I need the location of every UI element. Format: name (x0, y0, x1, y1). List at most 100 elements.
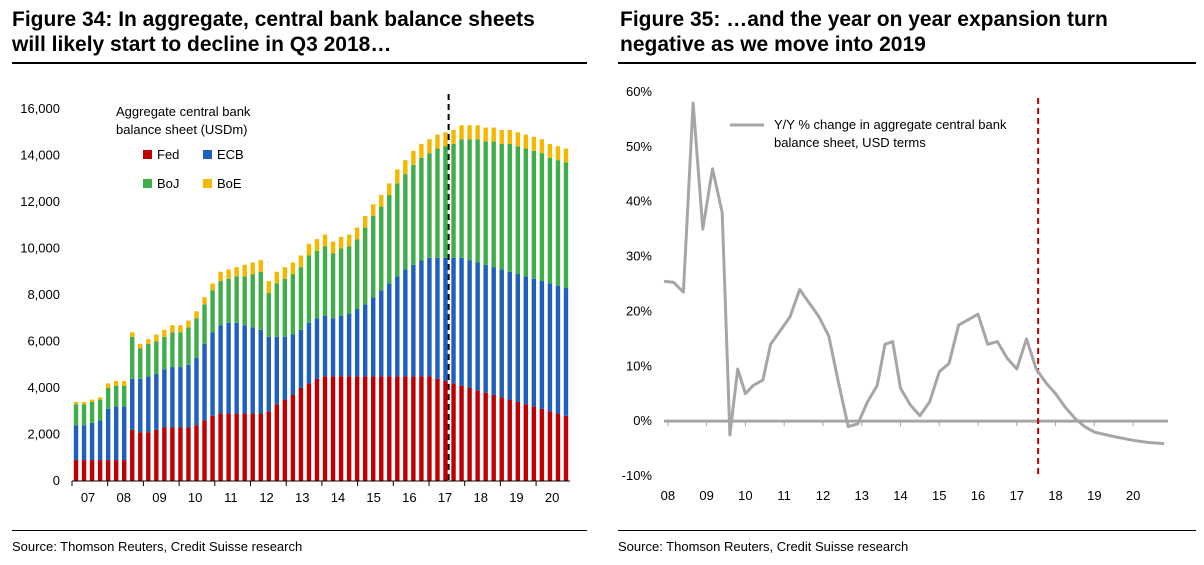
bar-segment (89, 422, 95, 461)
bar-segment (306, 383, 312, 481)
bar-segment (483, 127, 488, 142)
bar-segment (507, 143, 512, 272)
bar-segment (467, 125, 472, 140)
bar-segment (202, 304, 207, 344)
bar-segment (89, 401, 95, 423)
bar-segment (138, 432, 143, 481)
bar-segment (531, 278, 537, 407)
bar-segment (371, 204, 376, 216)
legend-swatch (203, 179, 212, 188)
bar-segment (491, 141, 496, 268)
bar-segment (459, 139, 464, 258)
figure-35-title-line2: negative as we move into 2019 (620, 33, 926, 56)
bar-segment (89, 399, 95, 402)
bar-segment (105, 383, 111, 388)
bar-segment (298, 255, 304, 268)
y-tick-label: 14,000 (20, 148, 60, 163)
bar-segment (282, 336, 288, 400)
y-tick-label: 50% (626, 139, 652, 154)
bar-segment (459, 125, 464, 140)
bar-segment (234, 322, 239, 414)
bar-segment (475, 390, 480, 481)
bar-segment (555, 146, 561, 161)
bar-segment (354, 308, 360, 377)
bar-segment (547, 411, 553, 481)
bar-segment (186, 364, 191, 428)
figure-34-chart: 0 2,000 4,000 6,000 8,000 10,000 12,000 14,000 1… (20, 94, 570, 505)
bar-segment (346, 376, 352, 481)
bar-segment (483, 141, 488, 265)
bar-segment (499, 143, 504, 270)
bar-segment (178, 332, 183, 368)
bar-segment (547, 283, 553, 412)
bar-segment (73, 425, 79, 461)
legend-label: Fed (157, 147, 179, 162)
bar-segment (427, 153, 432, 258)
bar-segment (499, 397, 504, 481)
bar-segment (242, 413, 247, 481)
bar-segment (146, 432, 151, 481)
figure-35-title-line1: Figure 35: …and the year on year expansi… (620, 8, 1108, 31)
bar-segment (387, 376, 392, 481)
bar-segment (515, 401, 520, 481)
bar-segment (250, 274, 255, 328)
x-tick-label: 15 (932, 488, 946, 503)
bar-segment (515, 146, 520, 275)
bar-segment (218, 325, 223, 414)
bar-segment (330, 241, 336, 254)
bar-segment (226, 269, 231, 279)
bar-segment (266, 281, 271, 293)
bar-segment (395, 183, 400, 277)
bar-segment (379, 195, 384, 207)
legend-label: balance sheet, USD terms (774, 135, 926, 150)
bar-segment (555, 285, 561, 414)
bar-segment (282, 278, 288, 337)
bar-segment (483, 392, 488, 481)
y-tick-label: 0% (633, 413, 652, 428)
y-tick-label: 12,000 (20, 194, 60, 209)
bar-segment (194, 357, 199, 426)
bar-segment (258, 329, 263, 414)
x-tick-label: 09 (699, 488, 713, 503)
figure-34-title-rule (12, 62, 587, 64)
bar-segment (170, 332, 175, 368)
bar-segment (138, 348, 143, 379)
bar-segment (226, 278, 231, 323)
bar-segment (435, 378, 440, 481)
bar-segment (523, 404, 529, 481)
bar-segment (266, 411, 271, 481)
bar-segment (210, 332, 215, 416)
bar-segment (97, 460, 103, 481)
figure-35-title-rule (618, 62, 1196, 64)
bar-segment (330, 253, 336, 319)
bar-segment (419, 376, 424, 481)
bar-segment (274, 404, 280, 481)
bar-segment (523, 148, 529, 277)
bar-segment (491, 267, 496, 395)
bar-segment (138, 343, 143, 349)
bar-segment (371, 215, 376, 298)
bar-segment (146, 339, 151, 344)
bar-segment (467, 139, 472, 261)
bar-segment (162, 329, 167, 337)
y-tick-label: 10% (626, 358, 652, 373)
bar-segment (362, 227, 368, 305)
bar-segment (130, 336, 135, 379)
bar-segment (306, 255, 312, 323)
legend-label: BoJ (157, 176, 179, 191)
figure-35-source: Source: Thomson Reuters, Credit Suisse r… (618, 539, 909, 554)
bar-segment (555, 160, 561, 286)
x-tick-label: 17 (1010, 488, 1024, 503)
y-tick-label: 8,000 (27, 287, 60, 302)
bar-segment (274, 283, 280, 337)
bar-segment (122, 385, 127, 407)
bar-segment (298, 388, 304, 481)
bar-segment (459, 385, 464, 481)
bar-segment (346, 246, 352, 314)
bar-segment (451, 143, 456, 258)
bar-segment (362, 376, 368, 481)
bar-segment (531, 136, 537, 151)
figure-34-source-rule (12, 530, 587, 531)
bar-segment (507, 129, 512, 144)
bar-segment (523, 276, 529, 405)
